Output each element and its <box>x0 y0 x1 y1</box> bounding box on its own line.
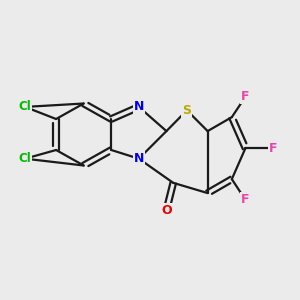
Text: F: F <box>241 90 250 103</box>
Text: O: O <box>161 204 172 217</box>
Text: S: S <box>182 104 191 117</box>
Text: N: N <box>134 152 144 165</box>
Text: F: F <box>241 194 250 206</box>
Text: Cl: Cl <box>19 100 32 113</box>
Text: F: F <box>269 142 277 154</box>
Text: Cl: Cl <box>19 152 32 165</box>
Text: N: N <box>134 100 144 113</box>
